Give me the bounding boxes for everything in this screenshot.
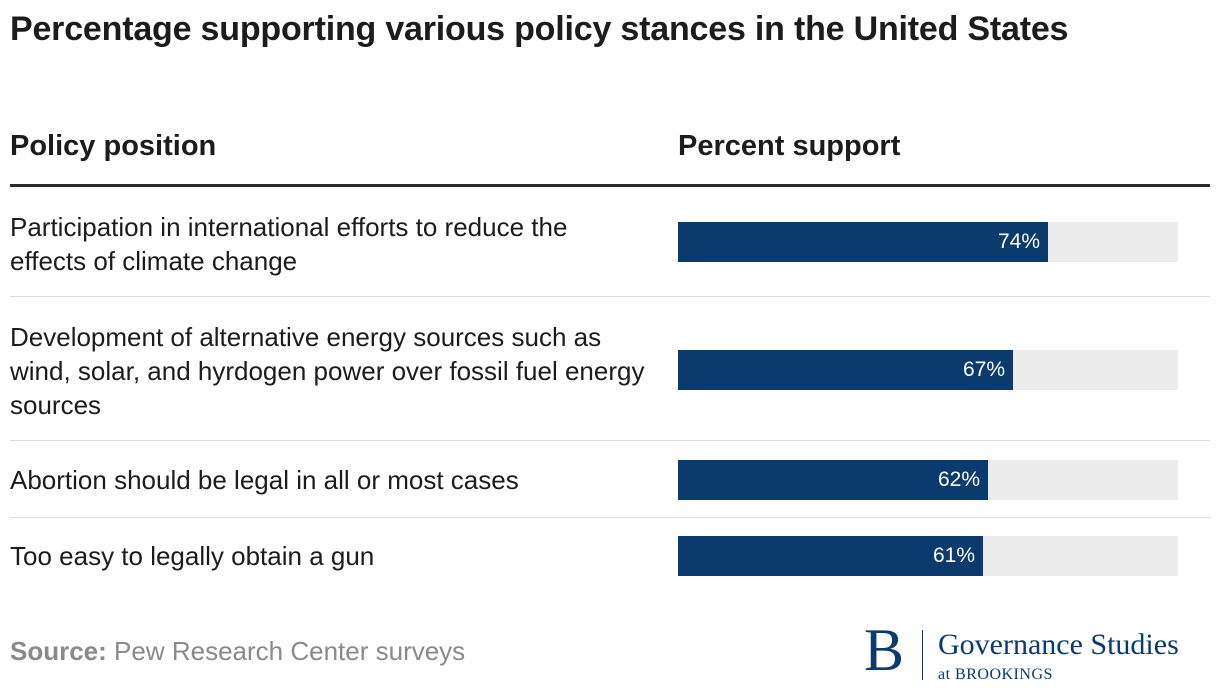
bar-value-label: 74% xyxy=(997,230,1040,253)
logo-subtitle: at BROOKINGS xyxy=(938,666,1053,683)
bar-track: 74% xyxy=(678,222,1178,262)
bar xyxy=(678,460,988,500)
source-text: Pew Research Center surveys xyxy=(114,636,466,666)
bar-value-label: 62% xyxy=(937,468,980,491)
bar xyxy=(678,350,1013,390)
policy-label: Too easy to legally obtain a gun xyxy=(10,541,375,571)
bar-track: 61% xyxy=(678,536,1178,576)
row-divider xyxy=(10,296,1210,297)
source-note: Source: Pew Research Center surveys xyxy=(10,636,465,667)
bar-value-label: 61% xyxy=(932,544,975,567)
row-divider xyxy=(10,517,1210,518)
logo-name: Governance Studies xyxy=(938,628,1179,661)
policy-label: Participation in international efforts t… xyxy=(10,212,568,276)
logo-mark: B xyxy=(864,617,905,683)
bar-value-label: 67% xyxy=(962,358,1005,381)
logo-divider xyxy=(922,630,923,680)
source-label: Source: xyxy=(10,636,107,666)
bar xyxy=(678,536,983,576)
chart-title: Percentage supporting various policy sta… xyxy=(10,10,1069,48)
header-divider xyxy=(10,184,1210,187)
bar-track: 62% xyxy=(678,460,1178,500)
support-column-header: Percent support xyxy=(678,130,901,162)
brookings-logo: B Governance Studies at BROOKINGS xyxy=(864,620,1214,686)
bar xyxy=(678,222,1048,262)
bar-track: 67% xyxy=(678,350,1178,390)
policy-label: Development of alternative energy source… xyxy=(10,322,645,420)
policy-column-header: Policy position xyxy=(10,130,217,162)
policy-label: Abortion should be legal in all or most … xyxy=(10,465,519,495)
row-divider xyxy=(10,440,1210,441)
